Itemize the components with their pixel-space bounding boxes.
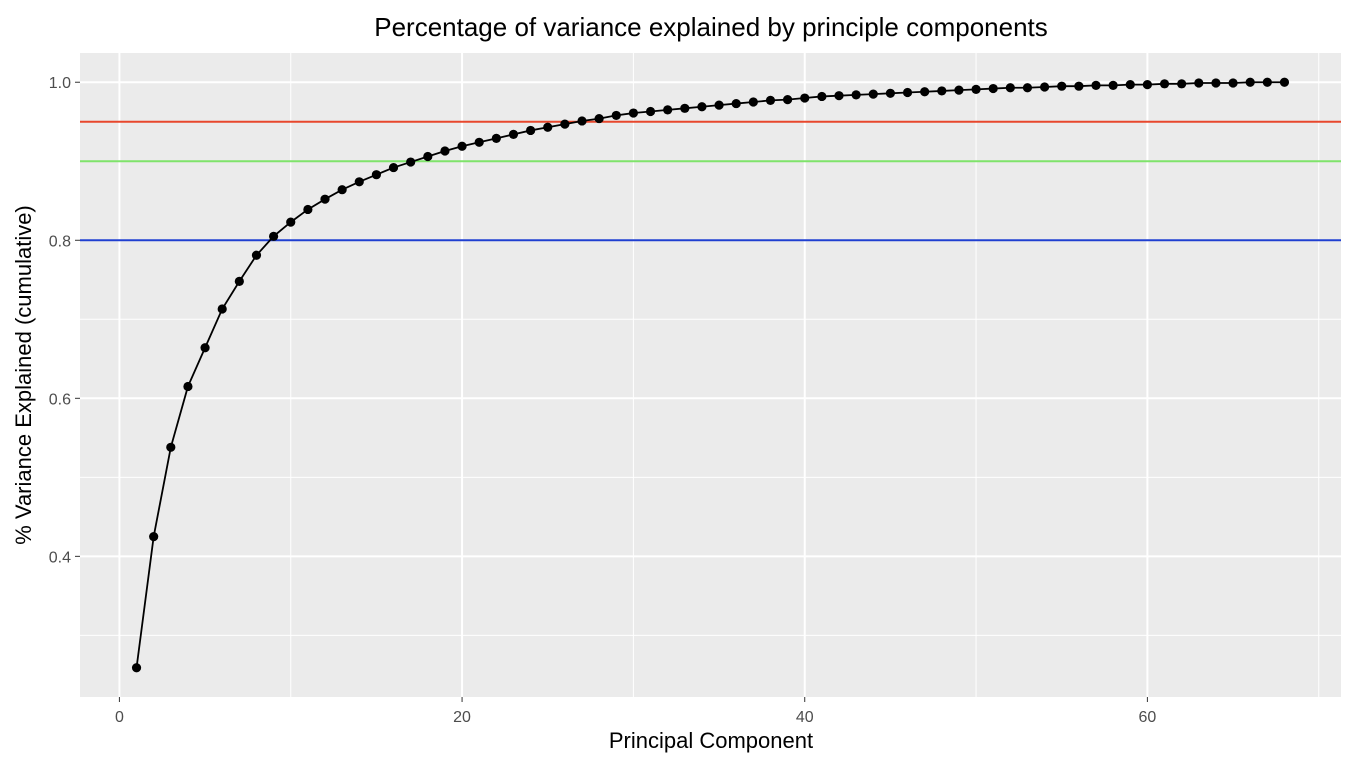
data-point <box>200 343 210 353</box>
data-point <box>611 110 621 121</box>
data-point <box>954 85 964 95</box>
data-point <box>354 177 364 187</box>
data-point <box>680 103 690 113</box>
data-point <box>1091 80 1101 90</box>
data-point <box>971 84 981 94</box>
data-point <box>1245 77 1255 87</box>
x-tick-label: 0 <box>115 709 124 726</box>
data-point <box>1022 83 1033 93</box>
data-point <box>1177 79 1187 89</box>
data-point <box>423 151 433 162</box>
data-point <box>560 119 570 129</box>
data-point <box>937 86 947 96</box>
data-point <box>1125 80 1135 90</box>
data-point <box>337 185 347 195</box>
data-point <box>526 125 536 136</box>
data-point <box>217 304 227 314</box>
y-tick-label: 0.6 <box>49 391 71 408</box>
data-point <box>988 83 998 94</box>
data-point <box>234 276 244 286</box>
data-point <box>320 194 330 204</box>
data-point <box>1194 78 1204 88</box>
data-point <box>731 98 741 109</box>
data-point <box>577 116 587 126</box>
data-point <box>782 95 793 105</box>
data-point <box>286 217 296 227</box>
x-tick-label: 20 <box>453 709 471 726</box>
data-point <box>834 91 844 101</box>
data-point <box>1074 81 1084 91</box>
y-axis-title: % Variance Explained (cumulative) <box>11 205 36 545</box>
chart-title: Percentage of variance explained by prin… <box>374 12 1048 42</box>
reference-lines <box>80 120 1341 242</box>
data-point <box>303 204 313 215</box>
data-point <box>594 113 604 124</box>
data-point <box>508 129 519 139</box>
data-point <box>800 93 810 103</box>
data-point <box>868 89 878 99</box>
data-point <box>765 95 776 106</box>
data-point <box>1228 78 1238 88</box>
data-point <box>474 137 484 147</box>
data-point <box>166 442 176 452</box>
data-point <box>885 88 895 98</box>
data-point <box>543 122 553 132</box>
data-point <box>628 108 639 118</box>
plot-panel <box>80 53 1341 697</box>
y-tick-label: 0.8 <box>49 233 71 250</box>
x-axis-ticks: 0 20 40 60 <box>115 697 1156 726</box>
data-point <box>440 146 450 156</box>
data-point <box>902 87 913 98</box>
data-point <box>1159 79 1170 89</box>
y-tick-label: 1.0 <box>49 75 71 92</box>
data-point <box>183 381 193 392</box>
data-point <box>269 231 279 241</box>
data-point <box>645 106 656 117</box>
data-point <box>714 100 724 110</box>
data-point <box>406 157 416 167</box>
data-point <box>851 90 861 100</box>
data-point <box>748 97 758 107</box>
x-axis-title: Principal Component <box>609 728 813 753</box>
data-point <box>817 91 827 102</box>
data-point <box>1262 77 1272 87</box>
y-tick-label: 0.4 <box>49 549 71 566</box>
data-point <box>371 170 382 180</box>
data-point <box>1005 83 1015 93</box>
x-tick-label: 40 <box>796 709 814 726</box>
x-tick-label: 60 <box>1138 709 1156 726</box>
y-axis-ticks: 0.4 0.6 0.8 1.0 <box>49 75 80 566</box>
data-point <box>388 162 399 173</box>
data-point <box>1279 77 1290 87</box>
data-point <box>251 250 262 260</box>
data-point <box>1211 78 1221 88</box>
data-points <box>131 77 1290 673</box>
data-point <box>1039 82 1050 92</box>
data-point <box>491 133 501 143</box>
data-point <box>131 663 142 673</box>
data-point <box>1057 81 1067 91</box>
data-point <box>920 87 930 97</box>
data-point <box>1142 80 1152 90</box>
data-point <box>663 105 673 115</box>
data-point <box>1108 80 1118 90</box>
data-point <box>697 102 707 112</box>
data-point <box>149 531 159 542</box>
data-point <box>457 141 467 151</box>
